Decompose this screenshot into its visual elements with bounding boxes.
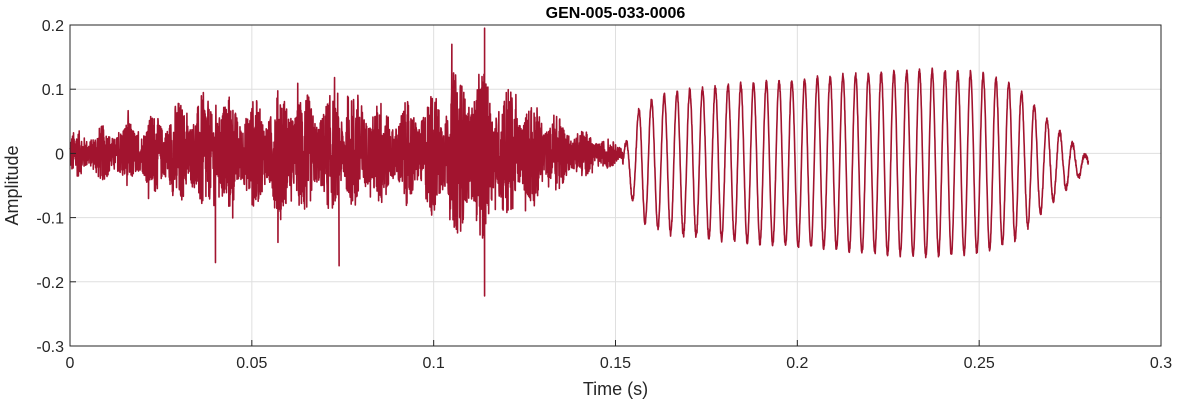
y-tick-label: 0.1 <box>42 82 64 99</box>
x-tick-label: 0 <box>66 355 75 372</box>
x-tick-label: 0.25 <box>964 355 995 372</box>
waveform <box>69 27 1090 297</box>
x-tick-label: 0.2 <box>786 355 808 372</box>
x-tick-label: 0.1 <box>423 355 445 372</box>
y-tick-label: 0 <box>55 146 64 163</box>
y-tick-label: -0.1 <box>36 211 64 228</box>
y-tick-label: -0.3 <box>36 339 64 356</box>
x-tick-label: 0.15 <box>600 355 631 372</box>
x-tick-label: 0.3 <box>1150 355 1172 372</box>
chart-title: GEN-005-033-0006 <box>546 5 686 22</box>
x-tick-label: 0.05 <box>236 355 267 372</box>
y-axis-label: Amplitude <box>2 145 22 225</box>
y-tick-label: 0.2 <box>42 18 64 35</box>
y-tick-label: -0.2 <box>36 275 64 292</box>
x-axis-label: Time (s) <box>583 379 648 399</box>
waveform-series-line <box>69 27 1090 297</box>
x-ticks: 0 0.05 0.1 0.15 0.2 0.25 0.3 <box>66 340 1172 372</box>
y-ticks: -0.3 -0.2 -0.1 0 0.1 0.2 <box>36 18 76 356</box>
